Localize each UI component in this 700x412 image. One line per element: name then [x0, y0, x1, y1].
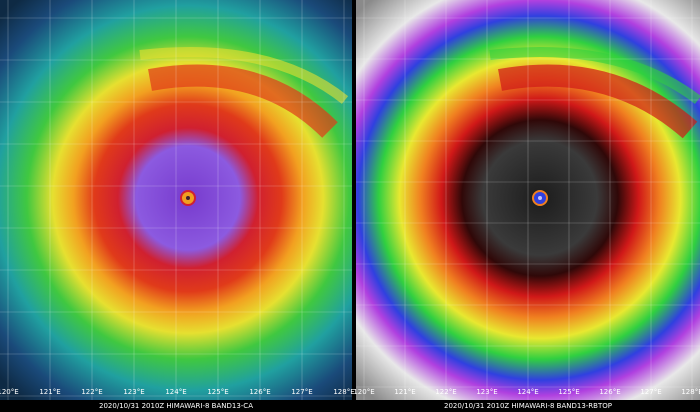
cloud-bands [139, 47, 349, 206]
lon-label: 128°E [681, 388, 700, 396]
lon-label: 124°E [517, 388, 538, 396]
lon-label: 128°E [333, 388, 354, 396]
lon-label: 121°E [394, 388, 415, 396]
caption: 2020/10/31 2010Z HIMAWARI-8 BAND13-CA [99, 402, 253, 410]
lon-label: 125°E [207, 388, 228, 396]
caption: 2020/10/31 2010Z HIMAWARI-8 BAND13-RBTOP [444, 402, 612, 410]
lon-label: 126°E [249, 388, 270, 396]
lon-label: 123°E [476, 388, 497, 396]
lon-label: 120°E [353, 388, 374, 396]
divider [352, 0, 356, 412]
caption-bar [0, 400, 700, 412]
cloud-bands [489, 47, 700, 206]
lat-lon-grid [0, 0, 700, 400]
lon-label: 124°E [165, 388, 186, 396]
lon-label: 127°E [291, 388, 312, 396]
lon-label: 126°E [599, 388, 620, 396]
lon-label: 121°E [39, 388, 60, 396]
lon-label: 120°E [0, 388, 19, 396]
lon-label: 125°E [558, 388, 579, 396]
lon-label: 123°E [123, 388, 144, 396]
lon-label: 127°E [640, 388, 661, 396]
lon-label: 122°E [435, 388, 456, 396]
lon-label: 122°E [81, 388, 102, 396]
